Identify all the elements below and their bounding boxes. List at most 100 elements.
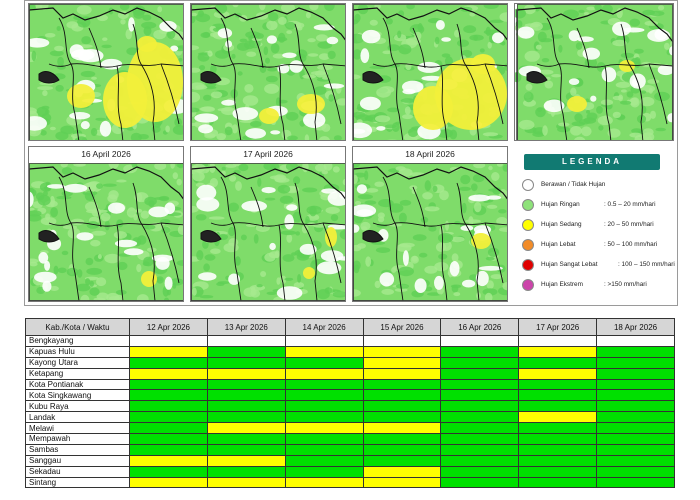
rain-field	[353, 4, 507, 140]
legend-range: : 50 – 100 mm/hari	[604, 241, 658, 248]
map-date: 16 April 2026	[81, 149, 131, 159]
table-row: Sanggau	[25, 454, 675, 467]
legend-label: Hujan Lebat	[541, 241, 576, 248]
legend-label: Hujan Ekstrem	[541, 281, 583, 288]
rain-level-cell	[596, 367, 675, 380]
rain-map	[353, 163, 507, 301]
rain-level-cell	[440, 422, 520, 435]
rain-field	[191, 4, 345, 140]
rain-level-cell	[129, 454, 208, 467]
region-name: Sekadau	[25, 465, 130, 478]
rain-level-cell	[206, 400, 286, 413]
forecast-table-body: Bengkayang Kapuas Hulu Kayong Utara Ketapan…	[25, 335, 675, 489]
legend-item: Hujan Sangat Lebat : 100 – 150 mm/hari	[522, 258, 675, 274]
rain-level-cell	[206, 454, 286, 467]
table-row: Sekadau	[25, 465, 675, 478]
rain-level-cell	[596, 345, 675, 358]
rain-level-cell	[362, 454, 442, 467]
table-row: Sintang	[25, 476, 675, 489]
rain-level-cell	[206, 367, 286, 380]
rain-field	[515, 4, 673, 140]
rain-level-cell	[284, 465, 364, 478]
rain-level-cell	[206, 378, 286, 391]
rain-level-cell	[362, 345, 442, 358]
rain-level-cell	[596, 378, 675, 391]
rain-level-cell	[362, 356, 442, 369]
rain-level-cell	[284, 454, 364, 467]
legend-range: : 100 – 150 mm/hari	[618, 261, 675, 268]
rain-level-cell	[284, 476, 364, 489]
rain-level-cell	[206, 465, 286, 478]
region-name: Kota Singkawang	[25, 389, 130, 402]
legend-item: Hujan Sedang : 20 – 50 mm/hari	[522, 218, 672, 234]
rain-level-cell	[362, 411, 442, 424]
rain-level-cell	[206, 335, 286, 347]
rain-level-cell	[362, 378, 442, 391]
rain-field	[353, 163, 507, 301]
legend-swatch	[522, 219, 534, 231]
region-name: Kayong Utara	[25, 356, 130, 369]
table-row: Bengkayang	[25, 335, 675, 347]
rain-level-cell	[518, 335, 598, 347]
rain-level-cell	[284, 400, 364, 413]
table-row: Kota Pontianak	[25, 378, 675, 391]
map-panel-2	[190, 3, 346, 141]
table-header-row: Kab./Kota / Waktu 12 Apr 2026 13 Apr 202…	[25, 318, 675, 336]
rain-map	[191, 4, 345, 140]
table-row: Kubu Raya	[25, 400, 675, 413]
column-header-date: 13 Apr 2026	[206, 318, 286, 336]
column-header-date: 17 Apr 2026	[518, 318, 598, 336]
rain-level-cell	[129, 335, 208, 347]
rain-map	[353, 4, 507, 140]
rain-level-cell	[206, 389, 286, 402]
rain-level-cell	[362, 367, 442, 380]
rain-level-cell	[440, 476, 520, 489]
rain-level-cell	[206, 422, 286, 435]
rain-level-cell	[129, 400, 208, 413]
district-boundaries	[29, 7, 183, 140]
map-panel-5: 16 April 2026	[28, 146, 184, 302]
rain-level-cell	[440, 411, 520, 424]
rain-level-cell	[129, 443, 208, 456]
rain-level-cell	[518, 422, 598, 435]
rain-level-cell	[440, 400, 520, 413]
rain-level-cell	[518, 465, 598, 478]
rain-level-cell	[129, 389, 208, 402]
rain-level-cell	[362, 400, 442, 413]
table-row: Landak	[25, 411, 675, 424]
rain-level-cell	[440, 335, 520, 347]
rain-level-cell	[284, 378, 364, 391]
rain-level-cell	[362, 465, 442, 478]
region-name: Bengkayang	[25, 335, 130, 347]
district-boundaries	[191, 166, 345, 301]
rain-level-cell	[440, 433, 520, 445]
map-panel-3	[352, 3, 508, 141]
rain-level-cell	[440, 443, 520, 456]
legend-swatch	[522, 199, 534, 211]
table-row: Kayong Utara	[25, 356, 675, 369]
rain-level-cell	[440, 454, 520, 467]
rain-map	[191, 163, 345, 301]
region-name: Sintang	[25, 476, 130, 489]
rain-level-cell	[518, 378, 598, 391]
rain-level-cell	[206, 443, 286, 456]
rain-level-cell	[596, 465, 675, 478]
table-row: Ketapang	[25, 367, 675, 380]
rain-level-cell	[518, 411, 598, 424]
map-date: 17 April 2026	[243, 149, 293, 159]
legend-item: Berawan / Tidak Hujan	[522, 178, 672, 194]
rain-level-cell	[206, 356, 286, 369]
region-name: Landak	[25, 411, 130, 424]
legend-swatch	[522, 279, 534, 291]
rain-level-cell	[206, 433, 286, 445]
district-boundaries	[191, 7, 345, 140]
legend-title: LEGENDA	[524, 154, 660, 170]
rain-level-cell	[596, 476, 675, 489]
map-panel-7: 18 April 2026	[352, 146, 508, 302]
rain-level-cell	[129, 411, 208, 424]
rain-level-cell	[129, 465, 208, 478]
legend: LEGENDA Berawan / Tidak Hujan Hujan Ring…	[514, 144, 675, 302]
map-panel-6: 17 April 2026	[190, 146, 346, 302]
rain-level-cell	[596, 443, 675, 456]
legend-label: Berawan / Tidak Hujan	[541, 181, 606, 188]
